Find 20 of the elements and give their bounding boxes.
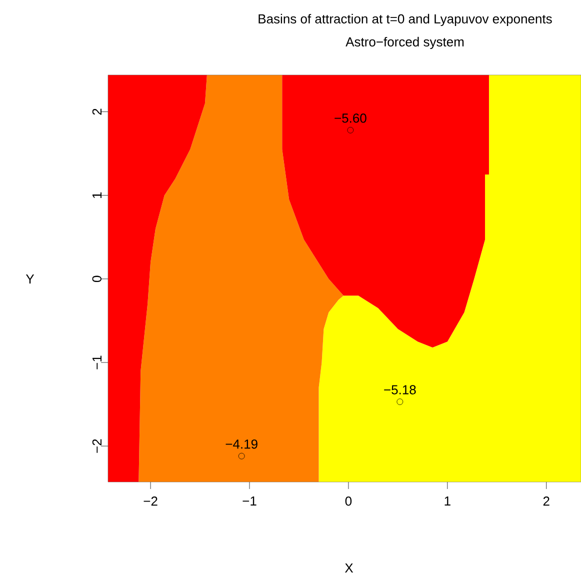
point	[396, 398, 404, 405]
point	[238, 452, 245, 460]
x-axis-title: X	[344, 564, 354, 572]
y-axis-title: Y	[26, 274, 34, 284]
annotation: −5.18	[384, 385, 416, 394]
x-tick-label: 2	[543, 496, 550, 506]
x-tick-label: 0	[345, 496, 352, 506]
annotation: −4.19	[226, 439, 258, 449]
x-tick-label: 1	[444, 496, 450, 506]
y-tick-label: −1	[92, 356, 102, 370]
annotation: −5.60	[334, 114, 366, 123]
x-tick-label: −1	[242, 496, 256, 506]
y-tick-label: −2	[92, 439, 102, 453]
y-tick-label: 2	[92, 108, 102, 115]
y-tick-label: 1	[92, 192, 102, 198]
x-tick-label: −2	[144, 496, 158, 506]
y-tick-label: 0	[92, 276, 102, 282]
chart-subtitle: Astro−forced system	[346, 36, 464, 50]
chart-title: Basins of attraction at t=0 and Lyapuvov exponents	[258, 14, 552, 26]
point	[347, 126, 354, 134]
